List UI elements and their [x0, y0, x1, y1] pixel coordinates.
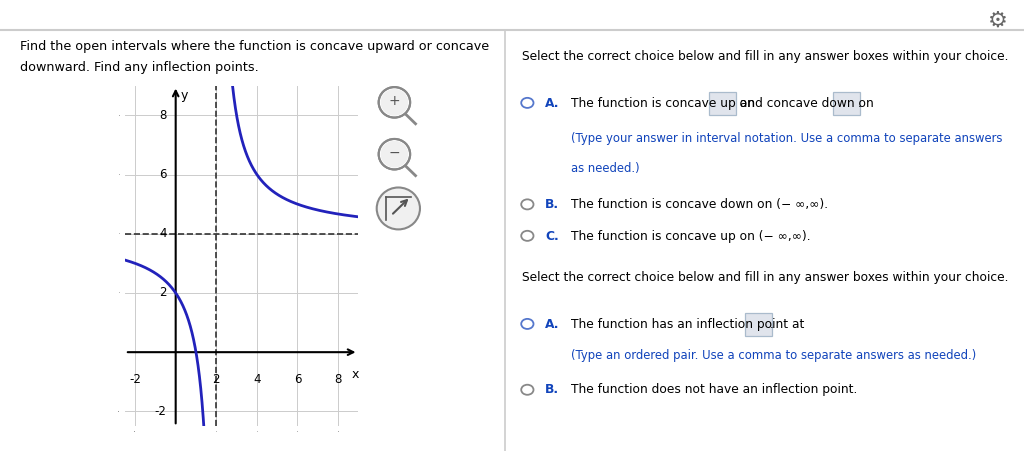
Text: and concave down on: and concave down on [735, 97, 878, 110]
Text: ⚙: ⚙ [988, 10, 1009, 30]
Text: 8: 8 [335, 373, 342, 386]
Text: The function is concave up on (− ∞,∞).: The function is concave up on (− ∞,∞). [571, 230, 811, 243]
Text: .: . [858, 97, 862, 110]
Text: 6: 6 [159, 168, 167, 181]
Circle shape [381, 89, 409, 115]
Text: The function is concave down on (− ∞,∞).: The function is concave down on (− ∞,∞). [571, 198, 828, 211]
Circle shape [381, 141, 409, 167]
Text: downward. Find any inflection points.: downward. Find any inflection points. [20, 61, 259, 74]
FancyBboxPatch shape [709, 92, 735, 115]
Text: Select the correct choice below and fill in any answer boxes within your choice.: Select the correct choice below and fill… [522, 51, 1009, 64]
Text: 6: 6 [294, 373, 301, 386]
Text: B.: B. [545, 198, 559, 211]
FancyBboxPatch shape [745, 313, 772, 336]
Text: The function is concave up on: The function is concave up on [571, 97, 759, 110]
Text: The function does not have an inflection point.: The function does not have an inflection… [571, 383, 857, 396]
Text: 2: 2 [159, 286, 167, 299]
Text: (Type an ordered pair. Use a comma to separate answers as needed.): (Type an ordered pair. Use a comma to se… [571, 349, 976, 362]
Text: Select the correct choice below and fill in any answer boxes within your choice.: Select the correct choice below and fill… [522, 272, 1009, 285]
Text: A.: A. [545, 97, 560, 110]
Text: 4: 4 [253, 373, 261, 386]
Text: 8: 8 [159, 109, 167, 122]
Text: y: y [181, 89, 188, 101]
Text: 2: 2 [213, 373, 220, 386]
Text: as needed.): as needed.) [571, 162, 640, 175]
Text: -2: -2 [155, 405, 167, 418]
Text: x: x [351, 368, 359, 382]
Text: +: + [388, 94, 400, 108]
Text: -2: -2 [129, 373, 141, 386]
Text: B.: B. [545, 383, 559, 396]
Text: C.: C. [545, 230, 559, 243]
FancyBboxPatch shape [834, 92, 860, 115]
Text: .: . [770, 318, 774, 331]
Text: −: − [388, 146, 400, 160]
Text: Find the open intervals where the function is concave upward or concave: Find the open intervals where the functi… [20, 40, 489, 53]
Text: 4: 4 [159, 227, 167, 240]
Text: (Type your answer in interval notation. Use a comma to separate answers: (Type your answer in interval notation. … [571, 132, 1002, 145]
Circle shape [377, 188, 420, 230]
Text: A.: A. [545, 318, 560, 331]
Text: The function has an inflection point at: The function has an inflection point at [571, 318, 808, 331]
